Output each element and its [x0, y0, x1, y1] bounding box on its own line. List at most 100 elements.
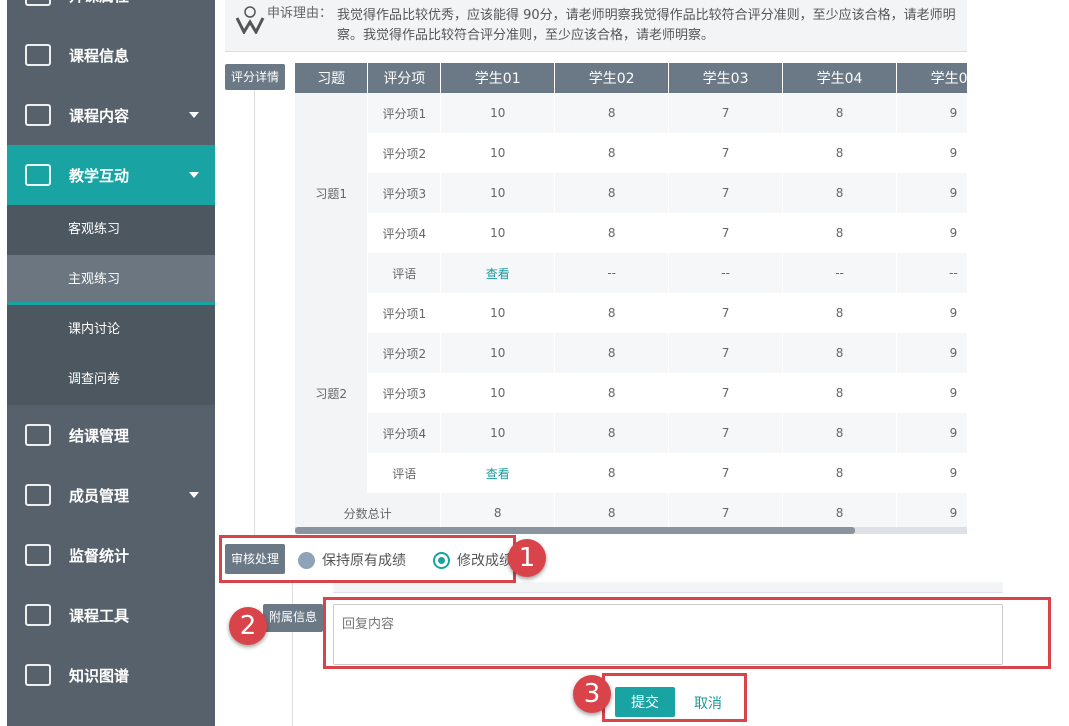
cell: 9: [896, 453, 967, 493]
divider: [292, 580, 293, 726]
exercise-cell: 习题2: [295, 293, 369, 493]
cell: 评分项4: [367, 213, 442, 253]
cell: 8: [554, 453, 670, 493]
tool-icon: [25, 604, 51, 626]
cell: 9: [896, 173, 967, 213]
cell: 10: [440, 213, 556, 253]
submenu-item-1[interactable]: 主观练习: [7, 255, 215, 305]
cell: 8: [554, 293, 670, 333]
cell: 9: [896, 213, 967, 253]
radio-unchecked-icon: [298, 551, 315, 569]
cell: 9: [896, 373, 967, 413]
cell: 9: [896, 133, 967, 173]
annotation-box-2: [323, 597, 1051, 669]
divider: [254, 90, 255, 536]
reply-textarea[interactable]: [333, 604, 1003, 665]
appeal-text: 我觉得作品比较优秀，应该能得 90分，请老师明察我觉得作品比较符合评分准则，至少…: [337, 8, 956, 43]
total-cell: 7: [668, 493, 784, 533]
table-row: 评语 查看 -- -- -- --: [295, 253, 967, 293]
cell: 10: [440, 133, 556, 173]
stats-icon: [25, 544, 51, 566]
appeal-user-icon: [235, 6, 265, 34]
column-header: 习题: [295, 63, 369, 93]
cell: 8: [554, 213, 670, 253]
cell: 9: [896, 413, 967, 453]
cell: 评语: [367, 253, 442, 293]
cell: 10: [440, 413, 556, 453]
cell: 8: [782, 173, 897, 213]
sidebar-item-5[interactable]: 成员管理: [7, 465, 215, 525]
cell: 评分项1: [367, 93, 442, 133]
cell: --: [782, 253, 897, 293]
annotation-badge-3: 3: [573, 675, 611, 713]
cell: 7: [668, 293, 784, 333]
view-comment-link[interactable]: 查看: [485, 466, 510, 481]
graph-icon: [25, 664, 51, 686]
cell: 8: [554, 373, 670, 413]
users-icon: [25, 484, 51, 506]
radio-checked-icon: [433, 551, 450, 569]
cell: 8: [782, 413, 897, 453]
cell: 8: [782, 453, 897, 493]
cell: 7: [668, 93, 784, 133]
total-cell: 8: [782, 493, 897, 533]
submenu-item-0[interactable]: 客观练习: [7, 205, 215, 255]
column-header: 学生05: [896, 63, 967, 93]
sidebar-item-4[interactable]: 结课管理: [7, 405, 215, 465]
sidebar-item-8[interactable]: 知识图谱: [7, 645, 215, 705]
score-detail-tag: 评分详情: [225, 64, 285, 90]
total-cell: 8: [440, 493, 556, 533]
cell: 10: [440, 333, 556, 373]
cell: 8: [554, 173, 670, 213]
cell: 9: [896, 333, 967, 373]
score-table: 习题评分项学生01学生02学生03学生04学生05习题1评分项1108789评分…: [295, 63, 967, 533]
sidebar-item-0[interactable]: 开课属性: [7, 0, 215, 25]
cell: 10: [440, 293, 556, 333]
submit-button[interactable]: 提交: [615, 687, 675, 717]
table-row: 习题1 评分项1 10 8 7 8 9: [295, 93, 967, 293]
view-comment-link[interactable]: 查看: [485, 266, 510, 281]
people-icon: [25, 164, 51, 186]
cell: 9: [896, 93, 967, 133]
chart-icon: [25, 44, 51, 66]
separator: [333, 582, 1003, 593]
sidebar-item-7[interactable]: 课程工具: [7, 585, 215, 645]
cell: 评分项4: [367, 413, 442, 453]
submenu-item-2[interactable]: 课内讨论: [7, 305, 215, 355]
cell: 7: [668, 373, 784, 413]
sidebar: 开课属性课程信息课程内容教学互动客观练习主观练习课内讨论调查问卷结课管理成员管理…: [7, 0, 215, 726]
horizontal-scrollbar[interactable]: [295, 527, 967, 534]
exercise-cell: 习题1: [295, 93, 369, 293]
cancel-button[interactable]: 取消: [694, 696, 722, 712]
sidebar-item-1[interactable]: 课程信息: [7, 25, 215, 85]
cell: 9: [896, 293, 967, 333]
cell: 8: [782, 93, 897, 133]
cell: 8: [782, 333, 897, 373]
cell: 7: [668, 213, 784, 253]
total-cell: 9: [896, 493, 967, 533]
table-row: 评分项3 10 8 7 8 9: [295, 373, 967, 413]
cell: 10: [440, 373, 556, 413]
cell: 评分项2: [367, 133, 442, 173]
cell: 评分项3: [367, 173, 442, 213]
submenu-item-3[interactable]: 调查问卷: [7, 355, 215, 405]
sidebar-item-3[interactable]: 教学互动: [7, 145, 215, 205]
table-row: 评分项4 10 8 7 8 9: [295, 213, 967, 253]
column-header: 学生01: [440, 63, 556, 93]
cell: 评分项2: [367, 333, 442, 373]
cell: 评语: [367, 453, 442, 493]
sidebar-item-6[interactable]: 监督统计: [7, 525, 215, 585]
cell: 10: [440, 173, 556, 213]
radio-modify-score[interactable]: 修改成绩: [433, 550, 513, 570]
radio-keep-score[interactable]: 保持原有成绩: [298, 550, 406, 570]
column-header: 学生02: [554, 63, 670, 93]
cell: 7: [668, 333, 784, 373]
cell: --: [668, 253, 784, 293]
cell: 8: [782, 373, 897, 413]
presentation-icon: [25, 0, 51, 6]
cell: 评分项3: [367, 373, 442, 413]
sidebar-item-2[interactable]: 课程内容: [7, 85, 215, 145]
caret-down-icon: [189, 172, 199, 183]
badge-icon: [25, 424, 51, 446]
appeal-reason: 申诉理由： 我觉得作品比较优秀，应该能得 90分，请老师明察我觉得作品比较符合评…: [225, 0, 967, 52]
